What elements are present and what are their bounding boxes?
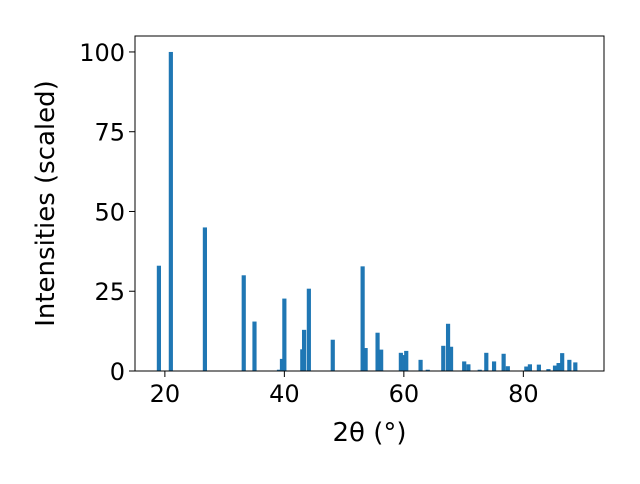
bar <box>241 275 246 371</box>
y-tick-label: 50 <box>94 198 125 226</box>
y-tick-label: 25 <box>94 278 125 306</box>
bar <box>501 353 506 371</box>
bar <box>527 364 532 371</box>
x-tick-label: 20 <box>150 380 181 408</box>
y-tick-label: 0 <box>110 358 125 386</box>
bar <box>425 369 430 371</box>
bar <box>448 346 454 371</box>
bar <box>441 345 446 371</box>
bar <box>536 364 541 371</box>
y-tick-label: 75 <box>94 119 125 147</box>
bar <box>404 350 409 371</box>
bar <box>360 266 365 371</box>
x-axis-label: 2θ (°) <box>332 418 406 448</box>
y-tick-label: 100 <box>79 39 125 67</box>
plot-frame <box>134 35 605 372</box>
bar <box>279 358 285 371</box>
bar <box>573 362 578 371</box>
bar <box>330 339 335 371</box>
y-axis-label: Intensities (scaled) <box>31 80 61 327</box>
bar <box>560 353 565 371</box>
bar <box>477 369 482 371</box>
bar <box>301 329 307 371</box>
bar <box>524 366 529 371</box>
bar <box>282 298 287 371</box>
bar <box>418 359 423 371</box>
y-axis: 0 25 50 75 100 <box>79 39 135 386</box>
bar <box>375 332 380 371</box>
bar <box>556 363 561 371</box>
bar <box>546 369 551 371</box>
bar <box>168 51 173 371</box>
bar <box>462 361 467 371</box>
bar-series <box>156 51 578 371</box>
bar <box>505 366 510 371</box>
bar <box>567 359 572 371</box>
bar <box>552 365 558 371</box>
x-tick-label: 80 <box>508 380 539 408</box>
bar <box>445 323 451 371</box>
x-axis: 20 40 60 80 <box>150 371 539 408</box>
bar <box>202 227 207 371</box>
bar <box>276 369 282 371</box>
bar <box>466 364 471 371</box>
bar <box>156 265 161 371</box>
bar <box>398 352 403 371</box>
bar <box>491 361 497 371</box>
bar <box>363 348 368 371</box>
x-tick-label: 40 <box>269 380 300 408</box>
bar <box>401 355 406 371</box>
bar <box>306 288 311 371</box>
bar <box>252 321 257 371</box>
bar <box>484 352 489 371</box>
bar <box>379 349 384 371</box>
x-tick-label: 60 <box>389 380 420 408</box>
